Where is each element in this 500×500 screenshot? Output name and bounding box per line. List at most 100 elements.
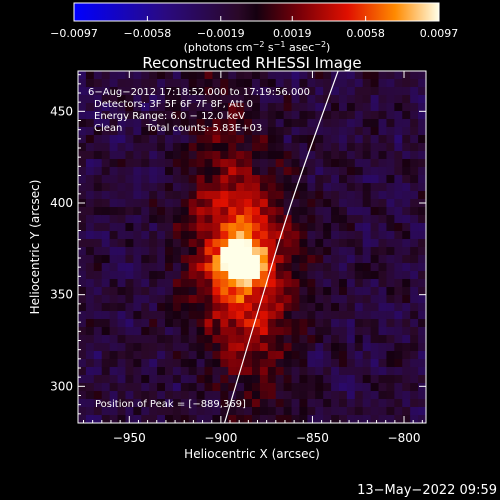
heatmap-cell [378, 359, 388, 368]
heatmap-cell [125, 367, 134, 376]
heatmap-cell [236, 287, 245, 296]
heatmap-cell [149, 151, 158, 160]
heatmap-cell [259, 311, 269, 320]
colorbar-tick-label: −0.0097 [50, 27, 98, 40]
heatmap-cell [85, 199, 95, 208]
heatmap-cell [228, 143, 237, 152]
heatmap-cell [157, 399, 166, 408]
heatmap-cell [346, 399, 356, 408]
heatmap-cell [394, 303, 403, 312]
heatmap-cell [362, 399, 372, 408]
heatmap-cell [204, 159, 214, 168]
heatmap-cell [418, 159, 426, 168]
heatmap-cell [180, 151, 190, 160]
heatmap-cell [117, 343, 127, 352]
heatmap-cell [236, 303, 245, 312]
heatmap-cell [180, 247, 190, 256]
heatmap-cell [362, 231, 372, 240]
heatmap-cell [101, 383, 111, 392]
heatmap-cell [386, 175, 395, 184]
heatmap-cell [331, 231, 340, 240]
heatmap-cell [370, 271, 380, 280]
heatmap-cell [165, 335, 174, 344]
heatmap-cell [141, 135, 150, 144]
heatmap-cell [109, 391, 119, 400]
heatmap-cell [157, 415, 166, 423]
heatmap-cell [331, 183, 340, 192]
heatmap-cell [410, 215, 419, 224]
heatmap-cell [141, 375, 150, 384]
heatmap-cell [346, 271, 356, 280]
heatmap-cell [291, 223, 301, 232]
heatmap-cell [125, 159, 134, 168]
heatmap-cell [331, 279, 340, 288]
colorbar-unit-label: (photons cm−2 s−1 asec−2) [184, 40, 331, 54]
heatmap-cell [228, 79, 237, 88]
heatmap-cell [101, 175, 111, 184]
heatmap-cell [299, 255, 308, 264]
heatmap-cell [244, 175, 253, 184]
heatmap-cell [283, 159, 293, 168]
heatmap-cell [244, 255, 253, 264]
heatmap-cell [307, 95, 316, 104]
heatmap-cell [410, 391, 419, 400]
heatmap-cell [204, 311, 214, 320]
heatmap-cell [101, 127, 111, 136]
heatmap-cell [259, 279, 269, 288]
heatmap-cell [236, 231, 245, 240]
heatmap-cell [362, 239, 372, 248]
heatmap-cell [204, 287, 214, 296]
heatmap-cell [283, 95, 293, 104]
heatmap-cell [259, 335, 269, 344]
heatmap-cell [307, 335, 316, 344]
heatmap-cell [291, 287, 301, 296]
heatmap-cell [93, 399, 103, 408]
heatmap-cell [354, 415, 364, 423]
heatmap-cell [323, 183, 332, 192]
heatmap-cell [117, 95, 127, 104]
heatmap-cell [323, 223, 332, 232]
heatmap-cell [259, 247, 269, 256]
heatmap-cell [362, 167, 372, 176]
heatmap-cell [236, 135, 245, 144]
y-axis-label: Heliocentric Y (arcsec) [28, 180, 42, 315]
heatmap-cell [346, 151, 356, 160]
heatmap-cell [157, 391, 166, 400]
heatmap-cell [228, 167, 237, 176]
heatmap-cell [299, 287, 308, 296]
heatmap-cell [117, 223, 127, 232]
heatmap-cell [275, 263, 285, 272]
heatmap-cell [133, 87, 142, 96]
heatmap-cell [331, 335, 340, 344]
heatmap-cell [78, 231, 87, 240]
heatmap-cell [346, 359, 356, 368]
heatmap-cell [252, 103, 261, 112]
heatmap-cell [188, 263, 198, 272]
heatmap-cell [212, 167, 221, 176]
heatmap-cell [418, 167, 426, 176]
heatmap-cell [236, 191, 245, 200]
heatmap-cell [259, 359, 269, 368]
heatmap-cell [418, 311, 426, 320]
heatmap-cell [85, 183, 95, 192]
heatmap-cell [204, 319, 214, 328]
heatmap-cell [165, 295, 174, 304]
heatmap-cell [228, 215, 237, 224]
heatmap-cell [291, 391, 301, 400]
heatmap-cell [212, 399, 221, 408]
heatmap-cell [85, 207, 95, 216]
heatmap-cell [228, 375, 237, 384]
heatmap-cell [362, 375, 372, 384]
heatmap-cell [323, 199, 332, 208]
heatmap-cell [402, 151, 411, 160]
heatmap-cell [386, 215, 395, 224]
heatmap-cell [172, 111, 182, 120]
heatmap-cell [370, 167, 380, 176]
heatmap-cell [109, 247, 119, 256]
heatmap-cell [354, 263, 364, 272]
heatmap-cell [283, 191, 293, 200]
heatmap-cell [109, 327, 119, 336]
heatmap-cell [149, 295, 158, 304]
heatmap-cell [141, 327, 150, 336]
heatmap-cell [244, 271, 253, 280]
